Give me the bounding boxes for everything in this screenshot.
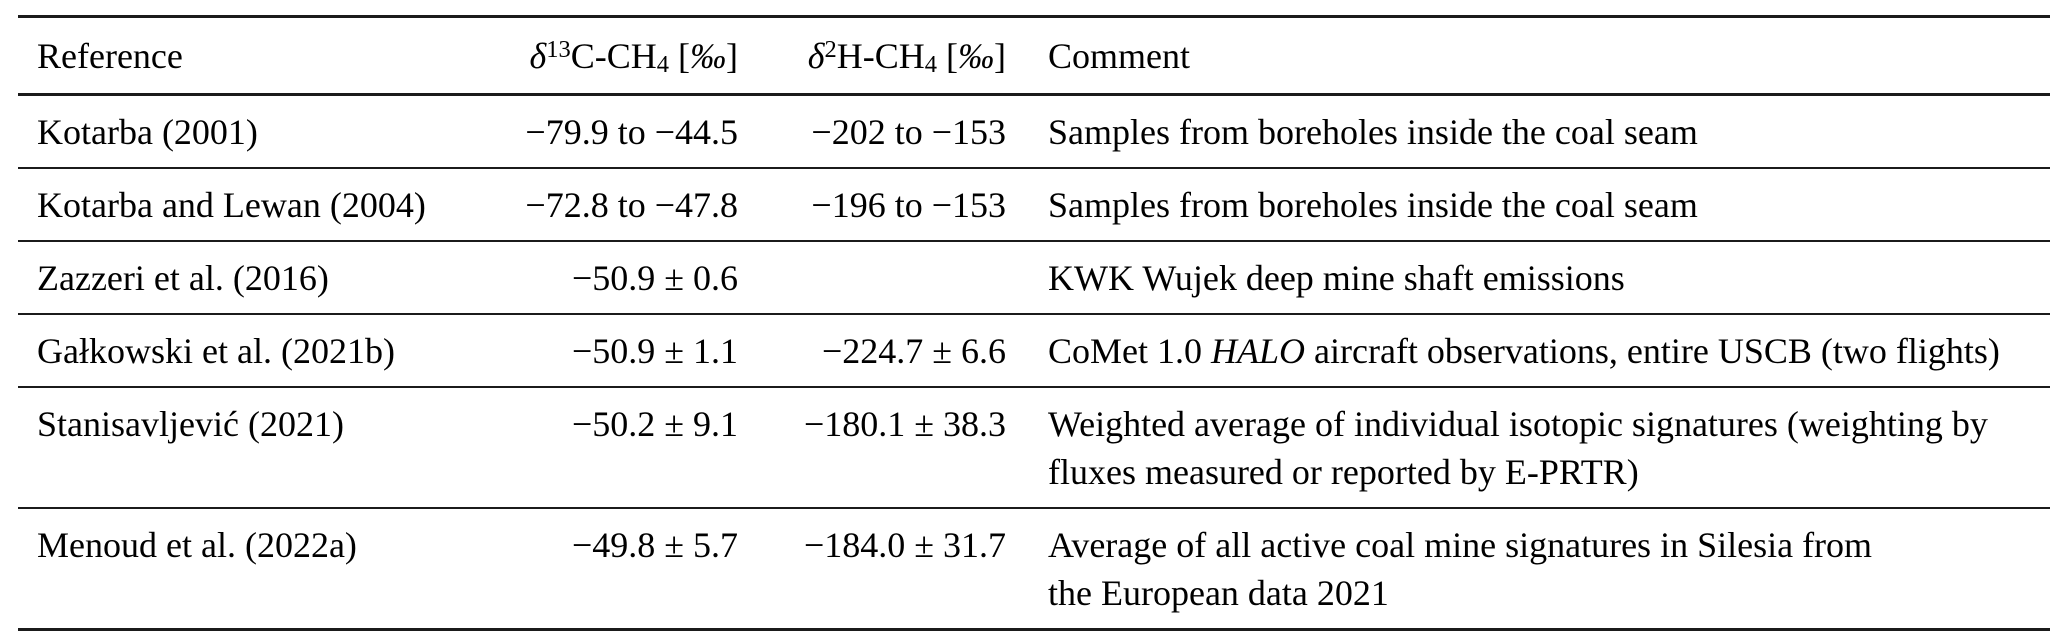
delta2h-value: −180.1 ± 38.3 [803,404,1006,444]
comment-segment: the European data 2021 [1048,573,1389,613]
formula-text: H-CH [836,36,925,76]
permil-symbol: ‰ [958,36,994,76]
header-delta13c: δ13C-CH4 [‰] [493,17,738,95]
table-row: Stanisavljević (2021) −50.2 ± 9.1 −180.1… [18,387,2050,508]
isotope-signatures-table: Reference δ13C-CH4 [‰] δ2H-CH4 [‰] Comme… [18,15,2050,631]
comment-line: KWK Wujek deep mine shaft emissions [1048,254,2050,302]
comment-segment: Samples from boreholes inside the coal s… [1048,185,1698,225]
comment-line: fluxes measured or reported by E-PRTR) [1048,448,2050,496]
comment-segment: Weighted average of individual isotopic … [1048,404,1988,444]
formula-subscript: 4 [656,51,669,79]
comment-cell: Weighted average of individual isotopic … [1006,387,2050,508]
delta-symbol: δ [807,36,825,76]
table-row: Menoud et al. (2022a) −49.8 ± 5.7 −184.0… [18,508,2050,630]
delta13c-value: −72.8 to −47.8 [525,185,738,225]
delta2h-value: −202 to −153 [811,112,1006,152]
reference-cell: Stanisavljević (2021) [37,404,344,444]
delta13c-value: −79.9 to −44.5 [525,112,738,152]
table-body: Kotarba (2001) −79.9 to −44.5 −202 to −1… [18,95,2050,630]
table-header: Reference δ13C-CH4 [‰] δ2H-CH4 [‰] Comme… [18,16,2050,95]
comment-cell: Samples from boreholes inside the coal s… [1006,95,2050,169]
comment-line: Samples from boreholes inside the coal s… [1048,108,2050,156]
reference-cell: Kotarba (2001) [37,112,258,152]
table-row: Kotarba and Lewan (2004) −72.8 to −47.8 … [18,168,2050,241]
isotope-superscript: 2 [824,35,837,63]
comment-line: Samples from boreholes inside the coal s… [1048,181,2050,229]
comment-cell: Average of all active coal mine signatur… [1006,508,2050,630]
comment-line: CoMet 1.0 HALO aircraft observations, en… [1048,327,2050,375]
table-row: Kotarba (2001) −79.9 to −44.5 −202 to −1… [18,95,2050,169]
formula-subscript: 4 [924,51,937,79]
table-row: Zazzeri et al. (2016) −50.9 ± 0.6 KWK Wu… [18,241,2050,314]
header-delta2h: δ2H-CH4 [‰] [738,17,1006,95]
reference-cell: Gałkowski et al. (2021b) [37,331,395,371]
delta2h-value: −196 to −153 [811,185,1006,225]
comment-segment: CoMet 1.0 [1048,331,1212,371]
delta13c-value: −50.9 ± 0.6 [571,258,738,298]
unit-close-bracket: ] [994,36,1006,76]
comment-segment: Samples from boreholes inside the coal s… [1048,112,1698,152]
comment-line: Weighted average of individual isotopic … [1048,400,2050,448]
header-reference: Reference [37,36,183,76]
delta2h-value: −224.7 ± 6.6 [821,331,1006,371]
delta13c-value: −49.8 ± 5.7 [571,525,738,565]
delta13c-value: −50.2 ± 9.1 [571,404,738,444]
comment-line: the European data 2021 [1048,569,2050,617]
delta2h-value: −184.0 ± 31.7 [803,525,1006,565]
comment-segment: aircraft observations, entire USCB (two … [1305,331,2000,371]
table-row: Gałkowski et al. (2021b) −50.9 ± 1.1 −22… [18,314,2050,387]
comment-segment: KWK Wujek deep mine shaft emissions [1048,258,1625,298]
comment-segment: fluxes measured or reported by E-PRTR) [1048,452,1639,492]
reference-cell: Menoud et al. (2022a) [37,525,357,565]
comment-cell: CoMet 1.0 HALO aircraft observations, en… [1006,314,2050,387]
header-row: Reference δ13C-CH4 [‰] δ2H-CH4 [‰] Comme… [18,16,2050,95]
comment-cell: Samples from boreholes inside the coal s… [1006,168,2050,241]
header-comment: Comment [1048,36,1190,76]
isotope-superscript: 13 [546,35,571,63]
comment-italic-segment: HALO [1211,331,1306,371]
delta2h-value [738,241,1006,314]
unit-open-bracket: [ [937,36,958,76]
comment-cell: KWK Wujek deep mine shaft emissions [1006,241,2050,314]
permil-symbol: ‰ [690,36,726,76]
formula-text: C-CH [570,36,657,76]
reference-cell: Zazzeri et al. (2016) [37,258,329,298]
delta13c-value: −50.9 ± 1.1 [571,331,738,371]
unit-close-bracket: ] [726,36,738,76]
delta-symbol: δ [529,36,547,76]
comment-line: Average of all active coal mine signatur… [1048,521,2050,569]
comment-segment: Average of all active coal mine signatur… [1048,525,1873,565]
unit-open-bracket: [ [669,36,690,76]
reference-cell: Kotarba and Lewan (2004) [37,185,426,225]
